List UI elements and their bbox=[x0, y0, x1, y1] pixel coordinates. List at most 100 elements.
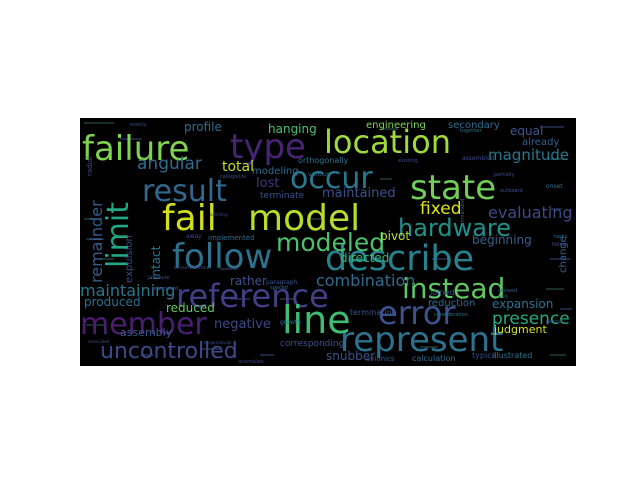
word-rather: rather bbox=[230, 274, 267, 288]
word-produced: produced bbox=[84, 295, 140, 309]
word-uncontrolled: uncontrolled bbox=[100, 339, 238, 364]
word-failed: failed bbox=[552, 242, 566, 248]
word-expansion: expansion bbox=[492, 297, 553, 311]
filler-mark bbox=[84, 122, 114, 124]
filler-mark bbox=[546, 288, 564, 290]
word-assembly: assembly bbox=[120, 326, 173, 339]
word-outboard: outboard bbox=[500, 188, 523, 194]
word-magnitude: magnitude bbox=[488, 146, 569, 164]
word-fail: fail bbox=[162, 198, 217, 239]
word-modeling: modeling bbox=[252, 166, 299, 177]
filler-mark bbox=[86, 324, 104, 326]
word-snubber: snubber bbox=[326, 349, 375, 363]
word-maintaining: maintaining bbox=[80, 281, 175, 300]
word-reduced: reduced bbox=[166, 301, 215, 315]
word-remainder: remainder bbox=[87, 200, 106, 283]
word-together: together bbox=[460, 128, 482, 134]
filler-mark bbox=[560, 308, 572, 310]
word-various: various bbox=[308, 171, 330, 178]
word-total: total bbox=[222, 159, 254, 175]
filler-mark bbox=[100, 258, 114, 260]
word-onset: onset bbox=[546, 183, 563, 190]
word-away: away bbox=[186, 233, 202, 240]
word-presence: presence bbox=[492, 309, 570, 329]
filler-mark bbox=[432, 258, 450, 260]
word-assembled: assembled bbox=[462, 155, 495, 162]
filler-mark bbox=[550, 208, 562, 210]
word-result: result bbox=[142, 174, 227, 209]
word-hanging: hanging bbox=[268, 122, 317, 136]
word-evenly: evenly bbox=[130, 122, 147, 128]
word-describe: describe bbox=[325, 239, 474, 279]
word-partially: partially bbox=[494, 172, 514, 178]
word-implemented: implemented bbox=[208, 234, 255, 242]
word-perpendicular: perpendicular bbox=[204, 340, 232, 345]
word-directed: directed bbox=[340, 251, 389, 265]
word-follow: follow bbox=[172, 237, 272, 277]
word-modeled: modeled bbox=[276, 228, 385, 257]
filler-mark bbox=[86, 238, 104, 240]
filler-mark bbox=[420, 346, 438, 348]
filler-mark bbox=[120, 138, 142, 140]
word-cloud: failure location type occur state result limit… bbox=[80, 118, 576, 366]
word-evaluating: evaluating bbox=[488, 203, 573, 222]
word-circumference: circumference bbox=[174, 265, 210, 271]
word-error: error bbox=[378, 294, 456, 332]
word-represent: represent bbox=[340, 320, 503, 360]
word-location: location bbox=[324, 123, 451, 161]
word-state: state bbox=[410, 168, 496, 208]
word-instead: instead bbox=[402, 272, 505, 305]
word-commanded: commanded bbox=[460, 199, 466, 230]
filler-mark bbox=[220, 268, 238, 270]
word-existing: existing bbox=[398, 158, 418, 164]
word-type: type bbox=[230, 127, 306, 167]
word-angular: angular bbox=[137, 154, 202, 174]
word-corresponding: corresponding bbox=[280, 339, 344, 349]
word-combination: combination bbox=[316, 271, 415, 290]
filler-mark bbox=[380, 128, 398, 130]
word-growth: growth bbox=[280, 319, 301, 326]
filler-mark bbox=[140, 354, 154, 356]
word-attempted: attempted bbox=[152, 286, 178, 292]
word-typical: typical bbox=[472, 351, 499, 360]
word-limit: limit bbox=[101, 202, 136, 268]
word-maintained: maintained bbox=[322, 186, 396, 201]
word-profile: profile bbox=[184, 120, 222, 134]
word-orthogonally: orthogonally bbox=[298, 156, 349, 165]
filler-mark bbox=[550, 258, 570, 260]
word-engineering: engineering bbox=[366, 120, 426, 131]
word-tasks: tasks bbox=[554, 234, 568, 240]
word-radial: radial bbox=[86, 156, 94, 176]
word-joined: joined bbox=[429, 288, 454, 297]
word-calculation: calculation bbox=[412, 354, 455, 363]
word-judgment: judgment bbox=[493, 323, 547, 336]
filler-mark bbox=[230, 298, 250, 300]
word-intact: intact bbox=[149, 245, 163, 280]
filler-mark bbox=[380, 178, 392, 180]
word-fixed: fixed bbox=[420, 199, 462, 219]
word-hardware: hardware bbox=[398, 214, 511, 242]
word-lost: lost bbox=[256, 176, 279, 191]
filler-mark bbox=[460, 268, 474, 270]
filler-mark bbox=[550, 158, 566, 160]
word-line: line bbox=[282, 298, 351, 342]
word-reference: reference bbox=[176, 277, 329, 315]
word-member: member bbox=[80, 307, 207, 342]
word-avionics: avionics bbox=[366, 355, 395, 363]
word-paragraph: paragraph bbox=[266, 279, 297, 286]
filler-mark bbox=[84, 218, 94, 220]
word-failure: failure bbox=[82, 129, 189, 169]
word-allowed: allowed bbox=[498, 288, 517, 294]
word-reduction: reduction bbox=[428, 298, 475, 309]
word-spaced: spaced bbox=[270, 285, 288, 291]
word-equal: equal bbox=[510, 124, 543, 138]
word-anomalies: anomalies bbox=[238, 359, 264, 365]
word-change: change bbox=[558, 236, 569, 273]
word-beginning: beginning bbox=[472, 233, 532, 247]
filler-mark bbox=[540, 126, 564, 128]
word-period: period bbox=[546, 319, 562, 325]
word-model: model bbox=[248, 198, 360, 239]
word-pressure: pressure bbox=[148, 275, 170, 281]
word-affecting: affecting bbox=[210, 212, 228, 217]
word-categorize: categorize bbox=[220, 174, 246, 180]
